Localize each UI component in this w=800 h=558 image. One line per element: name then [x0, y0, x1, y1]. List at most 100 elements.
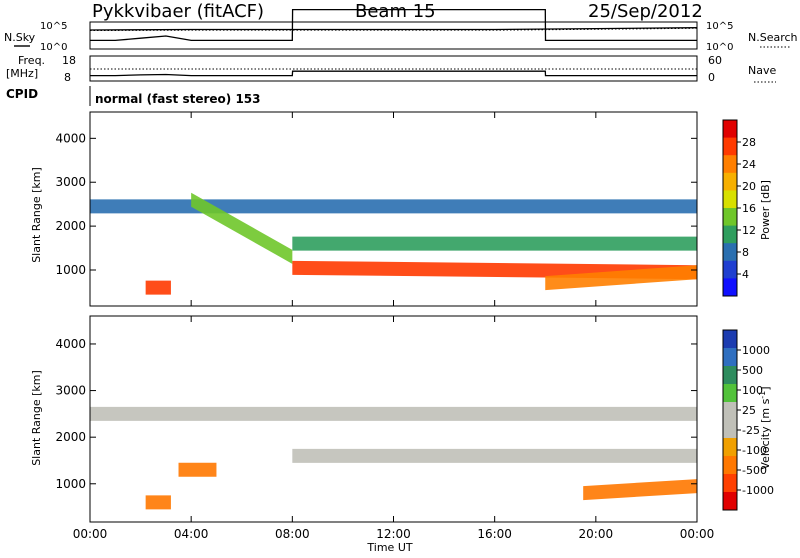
colorbar-cell [723, 474, 737, 493]
nsearch-tick-top: 10^5 [706, 21, 733, 32]
colorbar-tick-label: 12 [742, 224, 756, 237]
x-tick-label: 16:00 [477, 527, 512, 541]
beam-label: Beam 15 [355, 1, 436, 22]
colorbar-tick-label: 4 [742, 268, 749, 281]
colorbar-tick-label: -100 [742, 444, 767, 457]
colorbar-cell [723, 120, 737, 139]
colorbar-cell [723, 402, 737, 421]
x-tick-label: 20:00 [579, 527, 614, 541]
y-tick-label: 4000 [55, 131, 86, 145]
echo-band-5 [145, 280, 171, 295]
colorbar-tick-label: -1000 [742, 484, 774, 497]
y-tick-label: 3000 [55, 175, 86, 189]
echo-band-6 [545, 265, 697, 291]
colorbar-tick-label: -500 [742, 464, 767, 477]
colorbar-cell [723, 348, 737, 367]
power-y-ticks: 4000 3000 2000 1000 [55, 131, 697, 277]
x-tick-label: 00:00 [680, 527, 715, 541]
site-title: Pykkvibaer (fitACF) [92, 1, 264, 22]
velocity-colorbar: 1000 500 100 25 -25 -100 -500 -1000 [722, 329, 774, 511]
echo-band-4 [178, 462, 217, 477]
colorbar-cell [723, 492, 737, 511]
echo-band-1 [90, 199, 697, 214]
nsky-tick-bottom: 10^0 [40, 42, 67, 53]
echo-band-1 [90, 406, 697, 421]
y-tick-label: 2000 [55, 430, 86, 444]
colorbar-cell [723, 172, 737, 191]
power-y-axis-label: Slant Range [km] [30, 167, 43, 263]
series-line-1 [90, 70, 697, 77]
nsearch-tick-bottom: 10^0 [706, 42, 733, 53]
nave-tick-bottom: 0 [708, 71, 715, 84]
freq-series [90, 8, 697, 77]
colorbar-tick-label: 100 [742, 384, 763, 397]
freq-label: Freq. [18, 54, 45, 67]
colorbar-cell [723, 190, 737, 209]
velocity-y-axis-label: Slant Range [km] [30, 370, 43, 466]
series-line-1 [89, 27, 698, 31]
y-tick-label: 3000 [55, 384, 86, 398]
colorbar-tick-label: -25 [742, 424, 760, 437]
power-colorbar-label: Power [dB] [759, 180, 772, 240]
colorbar-cell [723, 438, 737, 457]
echo-band-4 [292, 236, 697, 251]
y-tick-label: 1000 [55, 477, 86, 491]
colorbar-cell [723, 137, 737, 156]
freq-tick-top: 18 [62, 54, 76, 67]
colorbar-tick-label: 1000 [742, 344, 770, 357]
nsky-label: N.Sky [4, 31, 36, 44]
y-tick-label: 1000 [55, 263, 86, 277]
velocity-y-ticks: 4000 3000 2000 1000 [55, 337, 697, 491]
nsearch-label: N.Search [748, 31, 798, 44]
colorbar-tick-label: 16 [742, 202, 756, 215]
colorbar-cell [723, 384, 737, 403]
cpid-text: normal (fast stereo) 153 [95, 92, 261, 106]
date-label: 25/Sep/2012 [588, 1, 703, 22]
colorbar-cell [723, 278, 737, 297]
velocity-colorbar-label: Velocity [m s-1] [758, 386, 772, 469]
y-tick-label: 2000 [55, 219, 86, 233]
echo-band-5 [583, 479, 697, 501]
colorbar-tick-label: 500 [742, 364, 763, 377]
nsky-series [89, 27, 698, 32]
echo-band-3 [145, 495, 171, 510]
colorbar-tick-label: 24 [742, 158, 756, 171]
colorbar-cell [723, 208, 737, 227]
echo-band-2 [191, 192, 293, 264]
y-tick-label: 4000 [55, 337, 86, 351]
colorbar-cell [723, 225, 737, 244]
nsky-panel: N.Sky 10^5 10^0 10^5 10^0 N.Search [4, 21, 798, 53]
velocity-panel: 4000 3000 2000 1000 Slant Range [km] 1000 50… [30, 315, 774, 523]
power-data-layer [90, 192, 697, 295]
cpid-label: CPID [6, 87, 38, 101]
x-axis-label: Time UT [366, 541, 412, 554]
x-axis-ticks: 00:00 04:00 08:00 12:00 16:00 20:00 00:00 [73, 112, 715, 541]
nave-tick-top: 60 [708, 54, 722, 67]
nave-label: Nave [748, 64, 776, 77]
colorbar-tick-label: 8 [742, 246, 749, 259]
colorbar-cell [723, 155, 737, 174]
colorbar-tick-label: 28 [742, 136, 756, 149]
series-line-2 [90, 8, 697, 42]
colorbar-cell [723, 330, 737, 349]
freq-tick-bottom: 8 [64, 71, 71, 84]
colorbar-cell [723, 366, 737, 385]
freq-panel: Freq. [MHz] 18 8 60 0 Nave [6, 8, 776, 84]
colorbar-cell [723, 260, 737, 279]
velocity-data-layer [90, 406, 697, 510]
colorbar-cell [723, 420, 737, 439]
nsky-tick-top: 10^5 [40, 21, 67, 32]
power-panel: 4000 3000 2000 1000 Slant Range [km] 28 24 20… [30, 111, 772, 307]
colorbar-tick-label: 20 [742, 180, 756, 193]
echo-band-2 [292, 448, 697, 463]
x-tick-label: 04:00 [174, 527, 209, 541]
freq-unit: [MHz] [6, 67, 38, 80]
colorbar-cell [723, 456, 737, 475]
colorbar-tick-label: 25 [742, 404, 756, 417]
x-tick-label: 12:00 [376, 527, 411, 541]
colorbar-cell [723, 243, 737, 262]
power-colorbar: 28 24 20 16 12 8 4 [722, 119, 756, 297]
colorbar-frame [722, 329, 738, 511]
x-tick-label: 00:00 [73, 527, 108, 541]
